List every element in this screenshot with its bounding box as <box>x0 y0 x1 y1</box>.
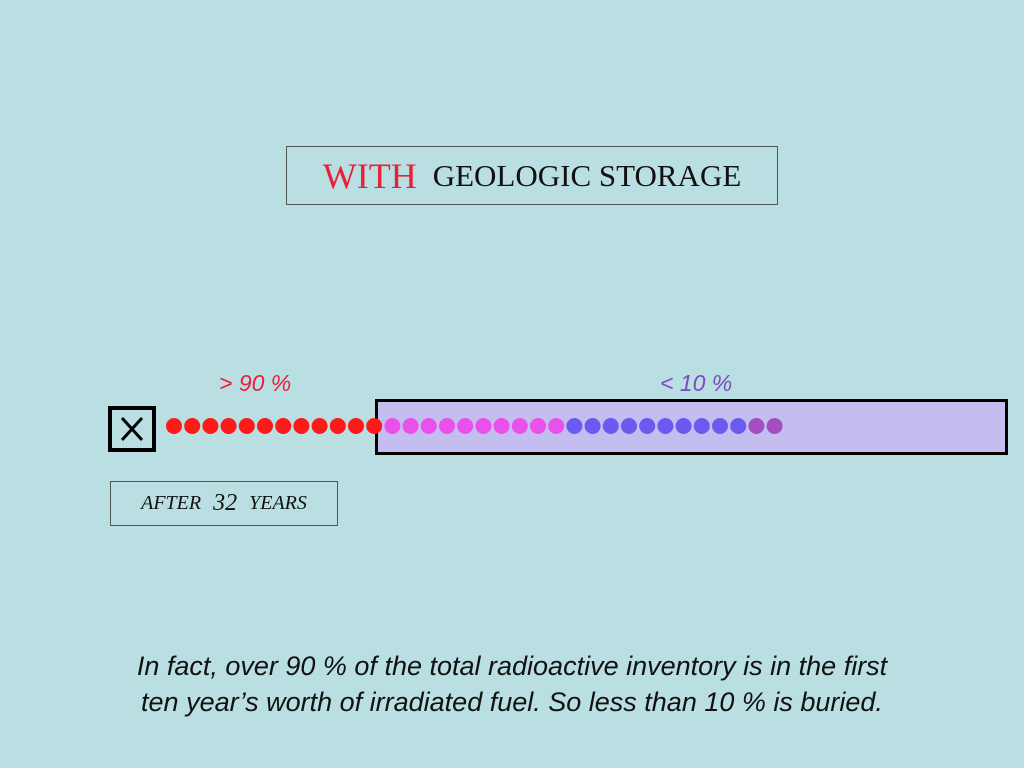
inventory-dot-0-5 <box>257 418 273 434</box>
inventory-dot-0-6 <box>275 418 292 434</box>
inventory-dot-0-2 <box>202 418 219 434</box>
x-box-icon <box>108 406 156 452</box>
inventory-dot-0-10 <box>348 418 364 434</box>
inventory-dot-0-1 <box>184 418 201 434</box>
after-years-number: 32 <box>213 490 238 516</box>
inventory-dot-0-9 <box>329 418 346 434</box>
after-prefix: AFTER <box>141 492 202 514</box>
title-box: WITH GEOLOGIC STORAGE <box>286 146 778 205</box>
inventory-dot-0-8 <box>311 418 328 434</box>
after-suffix: YEARS <box>249 492 307 514</box>
title-emphasis: WITH <box>322 155 417 196</box>
inventory-dot-0-3 <box>220 418 237 434</box>
after-years-box: AFTER 32 YEARS <box>110 481 338 526</box>
caption-line-1: In fact, over 90 % of the total radioact… <box>136 651 888 681</box>
caption: In fact, over 90 % of the total radioact… <box>40 648 984 720</box>
caption-line-2: ten year’s worth of irradiated fuel. So … <box>141 687 883 717</box>
geologic-storage-box <box>375 399 1008 455</box>
inventory-dot-0-4 <box>238 418 255 434</box>
left-percent-label: > 90 % <box>219 370 292 396</box>
inventory-dot-0-0 <box>166 418 182 434</box>
right-percent-label: < 10 % <box>660 370 733 396</box>
inventory-dot-0-7 <box>293 418 310 434</box>
title-text: GEOLOGIC STORAGE <box>432 157 742 193</box>
